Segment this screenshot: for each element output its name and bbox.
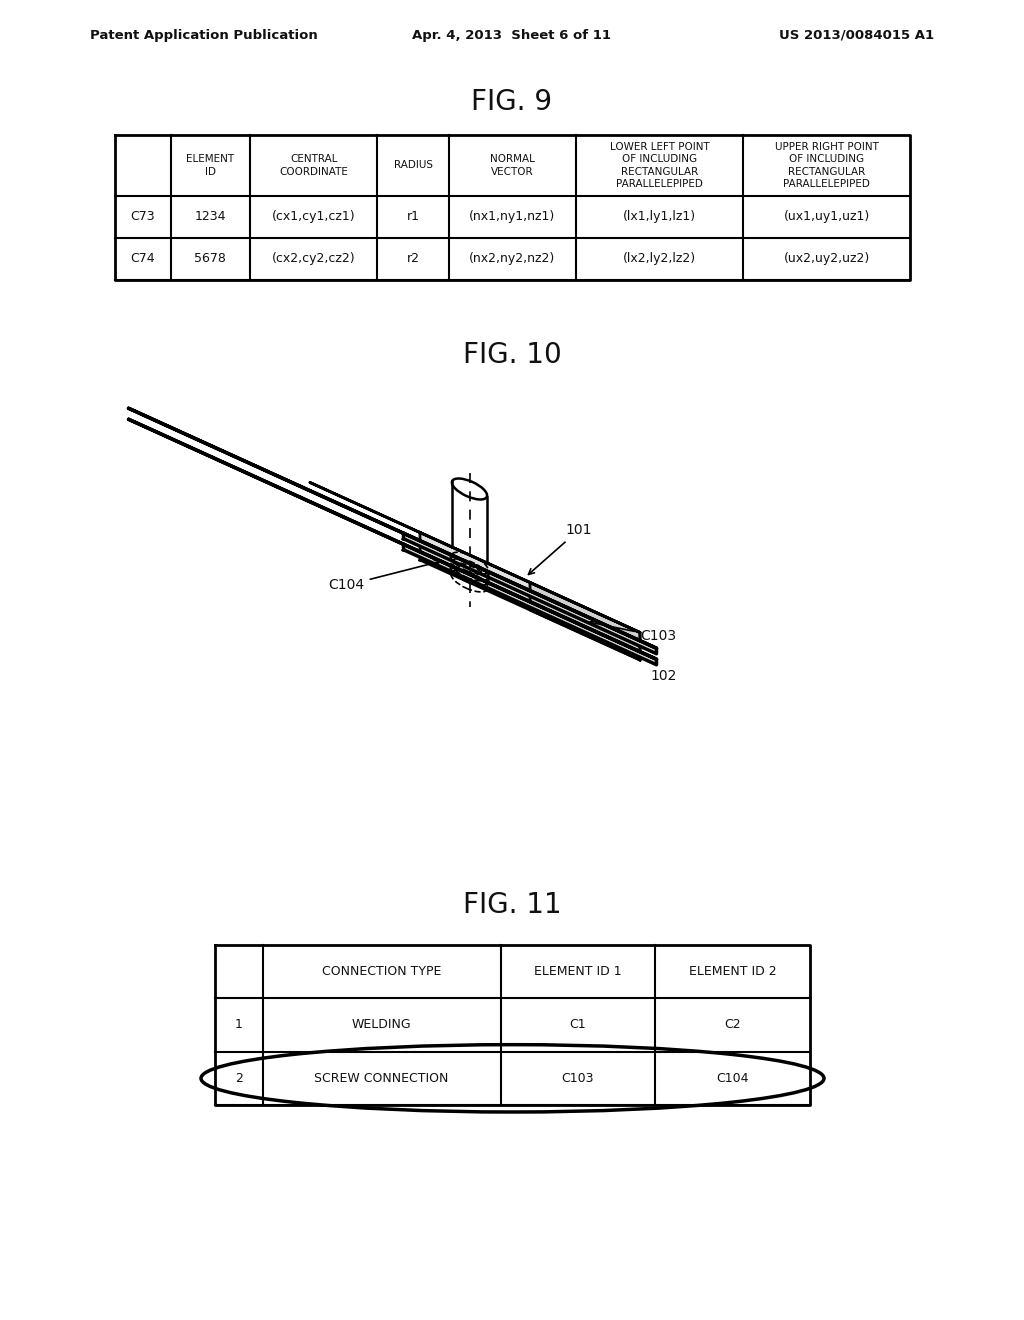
Polygon shape [128,408,656,648]
Text: C73: C73 [130,210,156,223]
Text: C104: C104 [717,1072,749,1085]
Ellipse shape [452,479,487,499]
Text: C103: C103 [590,620,676,643]
Text: FIG. 9: FIG. 9 [471,88,553,116]
Polygon shape [530,582,640,660]
Text: UPPER RIGHT POINT
OF INCLUDING
RECTANGULAR
PARALLELEPIPED: UPPER RIGHT POINT OF INCLUDING RECTANGUL… [774,141,879,189]
Text: C104: C104 [329,560,440,593]
Polygon shape [403,533,656,653]
Polygon shape [128,420,656,659]
Text: C2: C2 [724,1019,741,1031]
Text: ELEMENT ID 2: ELEMENT ID 2 [689,965,776,978]
Text: 1: 1 [234,1019,243,1031]
Text: (lx2,ly2,lz2): (lx2,ly2,lz2) [623,252,696,265]
Text: C1: C1 [569,1019,587,1031]
Text: ELEMENT
ID: ELEMENT ID [186,154,234,177]
Text: 2: 2 [234,1072,243,1085]
Text: (lx1,ly1,lz1): (lx1,ly1,lz1) [623,210,696,223]
Text: FIG. 11: FIG. 11 [463,891,561,919]
Text: (nx2,ny2,nz2): (nx2,ny2,nz2) [469,252,556,265]
Text: 102: 102 [650,669,677,684]
Text: CONNECTION TYPE: CONNECTION TYPE [322,965,441,978]
Text: LOWER LEFT POINT
OF INCLUDING
RECTANGULAR
PARALLELEPIPED: LOWER LEFT POINT OF INCLUDING RECTANGULA… [609,141,710,189]
Text: (ux2,uy2,uz2): (ux2,uy2,uz2) [783,252,869,265]
Text: C103: C103 [562,1072,594,1085]
Text: (ux1,uy1,uz1): (ux1,uy1,uz1) [783,210,869,223]
Text: NORMAL
VECTOR: NORMAL VECTOR [490,154,535,177]
Text: (nx1,ny1,nz1): (nx1,ny1,nz1) [469,210,556,223]
Polygon shape [310,483,640,632]
Text: CENTRAL
COORDINATE: CENTRAL COORDINATE [280,154,348,177]
Text: FIG. 10: FIG. 10 [463,341,561,370]
Text: 5678: 5678 [195,252,226,265]
Text: (cx2,cy2,cz2): (cx2,cy2,cz2) [272,252,355,265]
Text: r2: r2 [407,252,420,265]
Text: SCREW CONNECTION: SCREW CONNECTION [314,1072,449,1085]
Text: WELDING: WELDING [352,1019,412,1031]
Text: C74: C74 [130,252,156,265]
Polygon shape [420,532,640,660]
Text: 1234: 1234 [195,210,226,223]
Text: (cx1,cy1,cz1): (cx1,cy1,cz1) [272,210,355,223]
Text: r1: r1 [407,210,420,223]
Polygon shape [403,544,656,665]
Text: RADIUS: RADIUS [393,161,432,170]
Text: ELEMENT ID 1: ELEMENT ID 1 [535,965,622,978]
Text: Apr. 4, 2013  Sheet 6 of 11: Apr. 4, 2013 Sheet 6 of 11 [413,29,611,41]
Text: Patent Application Publication: Patent Application Publication [90,29,317,41]
Text: 101: 101 [528,524,592,574]
Text: US 2013/0084015 A1: US 2013/0084015 A1 [779,29,934,41]
